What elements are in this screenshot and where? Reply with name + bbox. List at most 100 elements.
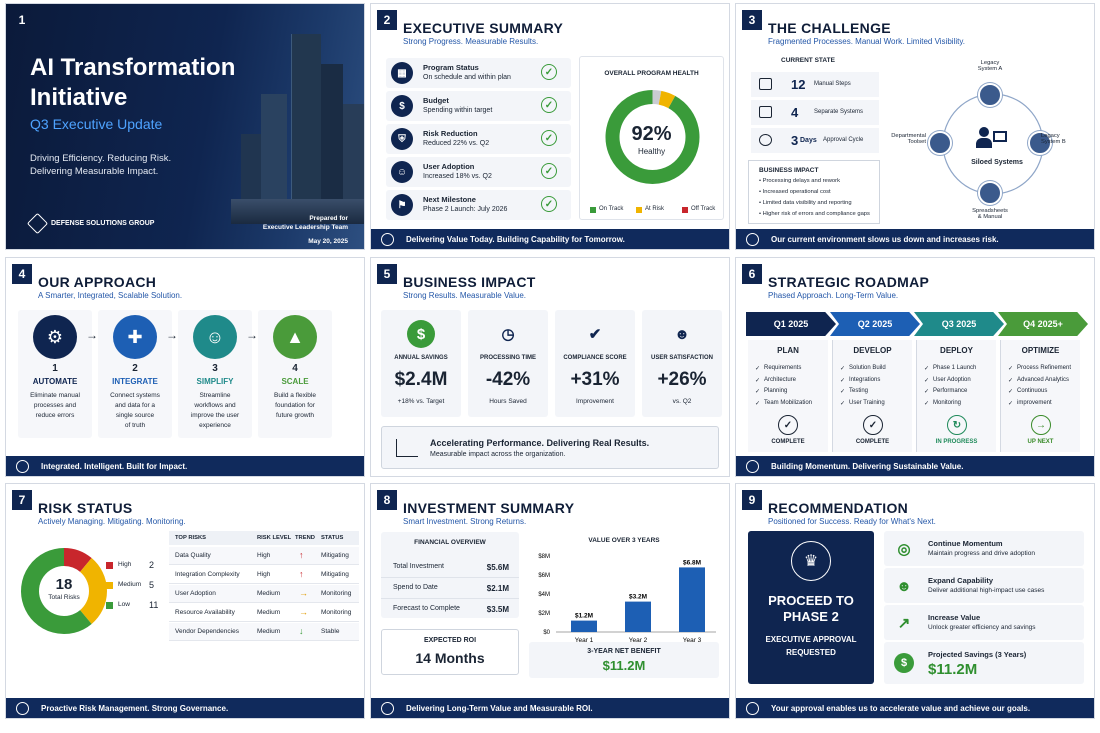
off-track-slice bbox=[652, 90, 662, 105]
stat-value: 12 bbox=[791, 77, 806, 92]
risk-status: Mitigating bbox=[321, 571, 349, 578]
stat-value: 4 bbox=[791, 105, 799, 120]
item-desc: On schedule and within plan bbox=[423, 74, 511, 81]
legend-swatch bbox=[106, 582, 113, 589]
risk-name: Data Quality bbox=[175, 552, 211, 559]
phase-name: PLAN bbox=[777, 346, 799, 355]
trend-arrow-icon: ↓ bbox=[299, 626, 304, 636]
item-title: Continue Momentum bbox=[928, 539, 1003, 548]
gear-icon: ⚙ bbox=[33, 315, 77, 359]
impact-item: • Limited data visibility and reporting bbox=[759, 200, 852, 206]
summary-item: ⛨ Risk Reduction Reduced 22% vs. Q2 ✓ bbox=[386, 124, 571, 154]
alert-icon bbox=[746, 232, 759, 246]
dollar-icon: $ bbox=[407, 320, 435, 348]
phase-item: Team Mobilization bbox=[764, 399, 813, 406]
slide-title: STRATEGIC ROADMAP bbox=[768, 274, 930, 290]
slide-recommendation[interactable]: 9 RECOMMENDATION Positioned for Success.… bbox=[735, 483, 1095, 719]
slide-subtitle: Strong Results. Measurable Value. bbox=[403, 291, 527, 300]
slide-challenge[interactable]: 3 THE CHALLENGE Fragmented Processes. Ma… bbox=[735, 3, 1095, 250]
step-name: AUTOMATE bbox=[32, 377, 78, 386]
slide-title: BUSINESS IMPACT bbox=[403, 274, 536, 290]
phase-status: IN PROGRESS bbox=[935, 439, 978, 445]
dollar-icon: $ bbox=[391, 95, 413, 117]
stat-value: 3 bbox=[791, 133, 799, 148]
table-header-row bbox=[169, 531, 359, 545]
phase-header: Q4 2025+ bbox=[998, 312, 1088, 336]
slide-investment[interactable]: 8 INVESTMENT SUMMARY Smart Investment. S… bbox=[370, 483, 730, 719]
check-mark-icon: ✓ bbox=[924, 389, 930, 395]
stat-row: 3 Days Approval Cycle bbox=[751, 128, 879, 153]
check-mark-icon: ✓ bbox=[1008, 389, 1014, 395]
item-title: Next Milestone bbox=[423, 195, 476, 204]
legacy-system-a-icon bbox=[978, 83, 1002, 107]
node-label-line: & Manual bbox=[977, 214, 1003, 220]
slide-footer: Delivering Long-Term Value and Measurabl… bbox=[371, 698, 729, 718]
stat-label: Manual Steps bbox=[814, 81, 851, 87]
phase-item: improvement bbox=[1017, 399, 1052, 406]
risk-level: Medium bbox=[257, 628, 281, 635]
kpi-note: vs. Q2 bbox=[672, 398, 692, 405]
slide-title[interactable]: 1 AI Transformation Initiative Q3 Execut… bbox=[5, 3, 365, 250]
slide-footer: Our current environment slows us down an… bbox=[736, 229, 1094, 249]
phase-item: Requirements bbox=[764, 365, 802, 371]
slide-number: 2 bbox=[377, 10, 397, 30]
slide-risk-status[interactable]: 7 RISK STATUS Actively Managing. Mitigat… bbox=[5, 483, 365, 719]
step-desc: processes and bbox=[33, 402, 77, 409]
category-label: Year 1 bbox=[575, 637, 594, 644]
slide-number: 8 bbox=[377, 490, 397, 510]
on-track-slice bbox=[605, 90, 700, 184]
slide-executive-summary[interactable]: 2 EXECUTIVE SUMMARY Strong Progress. Mea… bbox=[370, 3, 730, 250]
departmental-toolset-icon bbox=[928, 131, 952, 155]
clock-icon bbox=[759, 134, 772, 146]
trend-arrow-icon: → bbox=[299, 588, 308, 598]
check-mark-icon: ✓ bbox=[1008, 377, 1014, 384]
node-label-line: Toolset bbox=[907, 139, 926, 145]
kpi-value: $2.4M bbox=[394, 369, 448, 390]
net-value: $11.2M bbox=[602, 658, 646, 673]
item-title: Risk Reduction bbox=[423, 129, 478, 138]
risk-level: Medium bbox=[257, 590, 281, 597]
at-risk-slice bbox=[658, 90, 676, 109]
shield-check-icon: ✔ bbox=[588, 326, 602, 343]
shield-logo-icon bbox=[26, 212, 49, 235]
users-icon: ☻ bbox=[674, 325, 690, 343]
node-label-line: Departmental bbox=[891, 133, 926, 139]
target-icon: ◎ bbox=[897, 541, 911, 558]
item-desc: Reduced 22% vs. Q2 bbox=[423, 140, 490, 147]
slide-roadmap[interactable]: 6 STRATEGIC ROADMAP Phased Approach. Lon… bbox=[735, 257, 1095, 477]
check-mark-icon: ✓ bbox=[924, 400, 930, 407]
slide-subtitle: Positioned for Success. Ready for What's… bbox=[768, 517, 936, 526]
people-icon bbox=[381, 232, 394, 246]
fin-row: Spend to Date $2.1M bbox=[381, 579, 519, 599]
bar-year-2 bbox=[625, 601, 651, 632]
step-desc: reduce errors bbox=[35, 412, 75, 419]
item-desc: Spending within target bbox=[423, 107, 493, 114]
category-label: Year 2 bbox=[629, 637, 648, 644]
proceed-card[interactable]: ♛ PROCEED TO PHASE 2 EXECUTIVE APPROVAL … bbox=[748, 531, 874, 684]
org-name: DEFENSE SOLUTIONS GROUP bbox=[51, 220, 155, 227]
recommendation-item: ↗ Increase Value Unlock greater efficiency… bbox=[884, 605, 1084, 640]
kpi-label: COMPLIANCE SCORE bbox=[563, 355, 627, 361]
slide-approach[interactable]: 4 OUR APPROACH A Smarter, Integrated, Sc… bbox=[5, 257, 365, 477]
fin-value: $3.5M bbox=[486, 605, 509, 614]
refresh-icon: ↻ bbox=[947, 415, 967, 435]
prepared-for: Prepared for bbox=[309, 215, 348, 222]
legend-label: On Track bbox=[599, 206, 624, 212]
stat-label: Separate Systems bbox=[814, 109, 864, 115]
fin-label: Total Investment bbox=[393, 563, 444, 570]
check-mark-icon: ✓ bbox=[755, 377, 761, 384]
slide-business-impact[interactable]: 5 BUSINESS IMPACT Strong Results. Measur… bbox=[370, 257, 730, 477]
phase-item: Phase 1 Launch bbox=[933, 365, 977, 371]
roi-card: EXPECTED ROI 14 Months bbox=[381, 629, 519, 675]
check-icon: ✓ bbox=[541, 163, 557, 179]
fin-label: Forecast to Complete bbox=[393, 605, 460, 612]
recommendation-item: ◎ Continue Momentum Maintain progress and … bbox=[884, 531, 1084, 566]
slide-subtitle: Fragmented Processes. Manual Work. Limit… bbox=[768, 37, 965, 46]
node-label-line: System A bbox=[977, 66, 1003, 72]
legend-label: Medium bbox=[118, 581, 142, 588]
phase-item: Solution Build bbox=[849, 365, 886, 371]
kpi-label: PROCESSING TIME bbox=[479, 355, 536, 361]
step-desc: Eliminate manual bbox=[30, 392, 80, 399]
banner-title: Accelerating Performance. Delivering Rea… bbox=[430, 438, 650, 448]
phase-card: DEVELOP Solution Build ✓ Integrations ✓ Testi… bbox=[832, 340, 912, 452]
